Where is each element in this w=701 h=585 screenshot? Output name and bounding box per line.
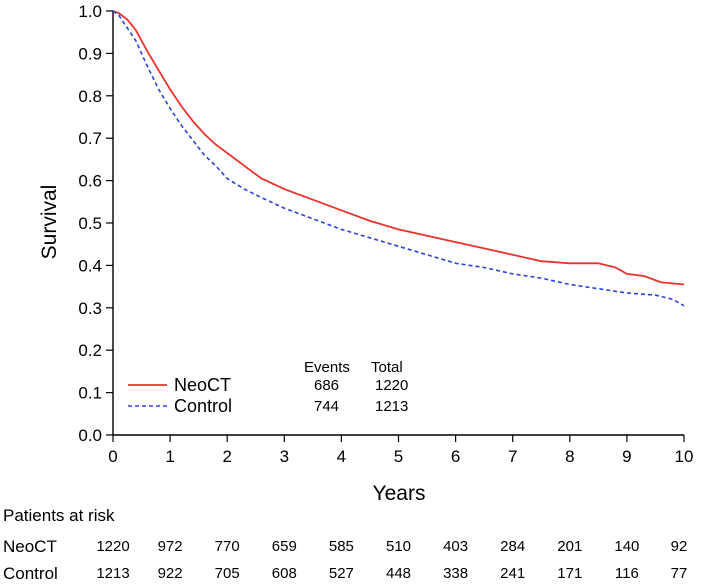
y-tick-label: 0.1 — [78, 384, 102, 403]
risk-cell: 201 — [557, 538, 583, 555]
legend-events-control: 744 — [314, 398, 339, 415]
risk-cell: 1220 — [96, 538, 130, 555]
risk-row-label-control: Control — [3, 564, 58, 583]
risk-cell: 770 — [214, 538, 240, 555]
risk-row-label-neoct: NeoCT — [3, 537, 57, 556]
risk-cell: 972 — [157, 538, 183, 555]
legend-total-control: 1213 — [375, 398, 408, 415]
risk-cell: 705 — [214, 565, 240, 582]
x-tick-label: 9 — [622, 447, 631, 466]
x-tick-label: 3 — [280, 447, 289, 466]
risk-cell: 241 — [500, 565, 526, 582]
risk-cell: 527 — [328, 565, 354, 582]
x-tick-label: 8 — [565, 447, 574, 466]
risk-cell: 922 — [157, 565, 183, 582]
legend-label-neoct: NeoCT — [174, 375, 231, 395]
series-line-control — [112, 10, 685, 307]
x-axis-title: Years — [373, 482, 426, 505]
legend-total-neoct: 1220 — [375, 377, 408, 394]
risk-cell: 403 — [443, 538, 469, 555]
y-tick-label: 0.5 — [78, 214, 102, 233]
risk-table-title: Patients at risk — [3, 506, 115, 525]
series-layer — [112, 10, 685, 307]
y-tick-label: 0.8 — [78, 87, 102, 106]
y-tick-label: 0.6 — [78, 172, 102, 191]
series-line-neoct — [112, 10, 685, 286]
y-tick-label: 0.4 — [78, 256, 102, 275]
risk-cell: 659 — [271, 538, 297, 555]
risk-cell: 77 — [670, 565, 688, 582]
y-axis-title: Survival — [38, 185, 61, 260]
x-tick-label: 7 — [508, 447, 517, 466]
risk-cell: 171 — [557, 565, 583, 582]
legend-header-total: Total — [371, 359, 403, 376]
x-tick-label: 2 — [222, 447, 231, 466]
y-tick-label: 0.9 — [78, 44, 102, 63]
risk-cell: 338 — [443, 565, 469, 582]
x-tick-label: 1 — [165, 447, 174, 466]
x-tick-label: 6 — [451, 447, 460, 466]
x-tick-label: 4 — [337, 447, 346, 466]
risk-cell: 608 — [271, 565, 297, 582]
risk-cell: 585 — [328, 538, 354, 555]
risk-cell: 1213 — [96, 565, 130, 582]
legend-header-events: Events — [304, 359, 350, 376]
y-tick-label: 0.7 — [78, 129, 102, 148]
survival-chart: 0.0 0.1 0.2 0.3 0.4 0.5 0.6 0.7 0.8 0.9 1.0 0 1 2 3 4 5 6… — [38, 2, 693, 505]
risk-cell: 116 — [614, 565, 639, 582]
y-tick-label: 0.2 — [78, 341, 102, 360]
y-tick-label: 1.0 — [78, 2, 102, 21]
y-tick-label: 0.3 — [78, 299, 102, 318]
risk-cell: 510 — [385, 538, 412, 555]
legend: Events Total NeoCT 686 1220 Control 744 1213 — [128, 359, 408, 416]
risk-cell: 448 — [385, 565, 412, 582]
x-tick-label: 10 — [675, 447, 694, 466]
y-tick-label: 0.0 — [78, 426, 102, 445]
legend-label-control: Control — [174, 396, 232, 416]
risk-cell: 92 — [670, 538, 688, 555]
x-tick-label: 0 — [108, 447, 117, 466]
x-tick-label: 5 — [394, 447, 403, 466]
risk-cell: 140 — [614, 538, 640, 555]
axes: 0.0 0.1 0.2 0.3 0.4 0.5 0.6 0.7 0.8 0.9 1.0 0 1 2 3 4 5 6… — [78, 2, 693, 466]
risk-cell: 284 — [500, 538, 526, 555]
legend-events-neoct: 686 — [314, 377, 339, 394]
